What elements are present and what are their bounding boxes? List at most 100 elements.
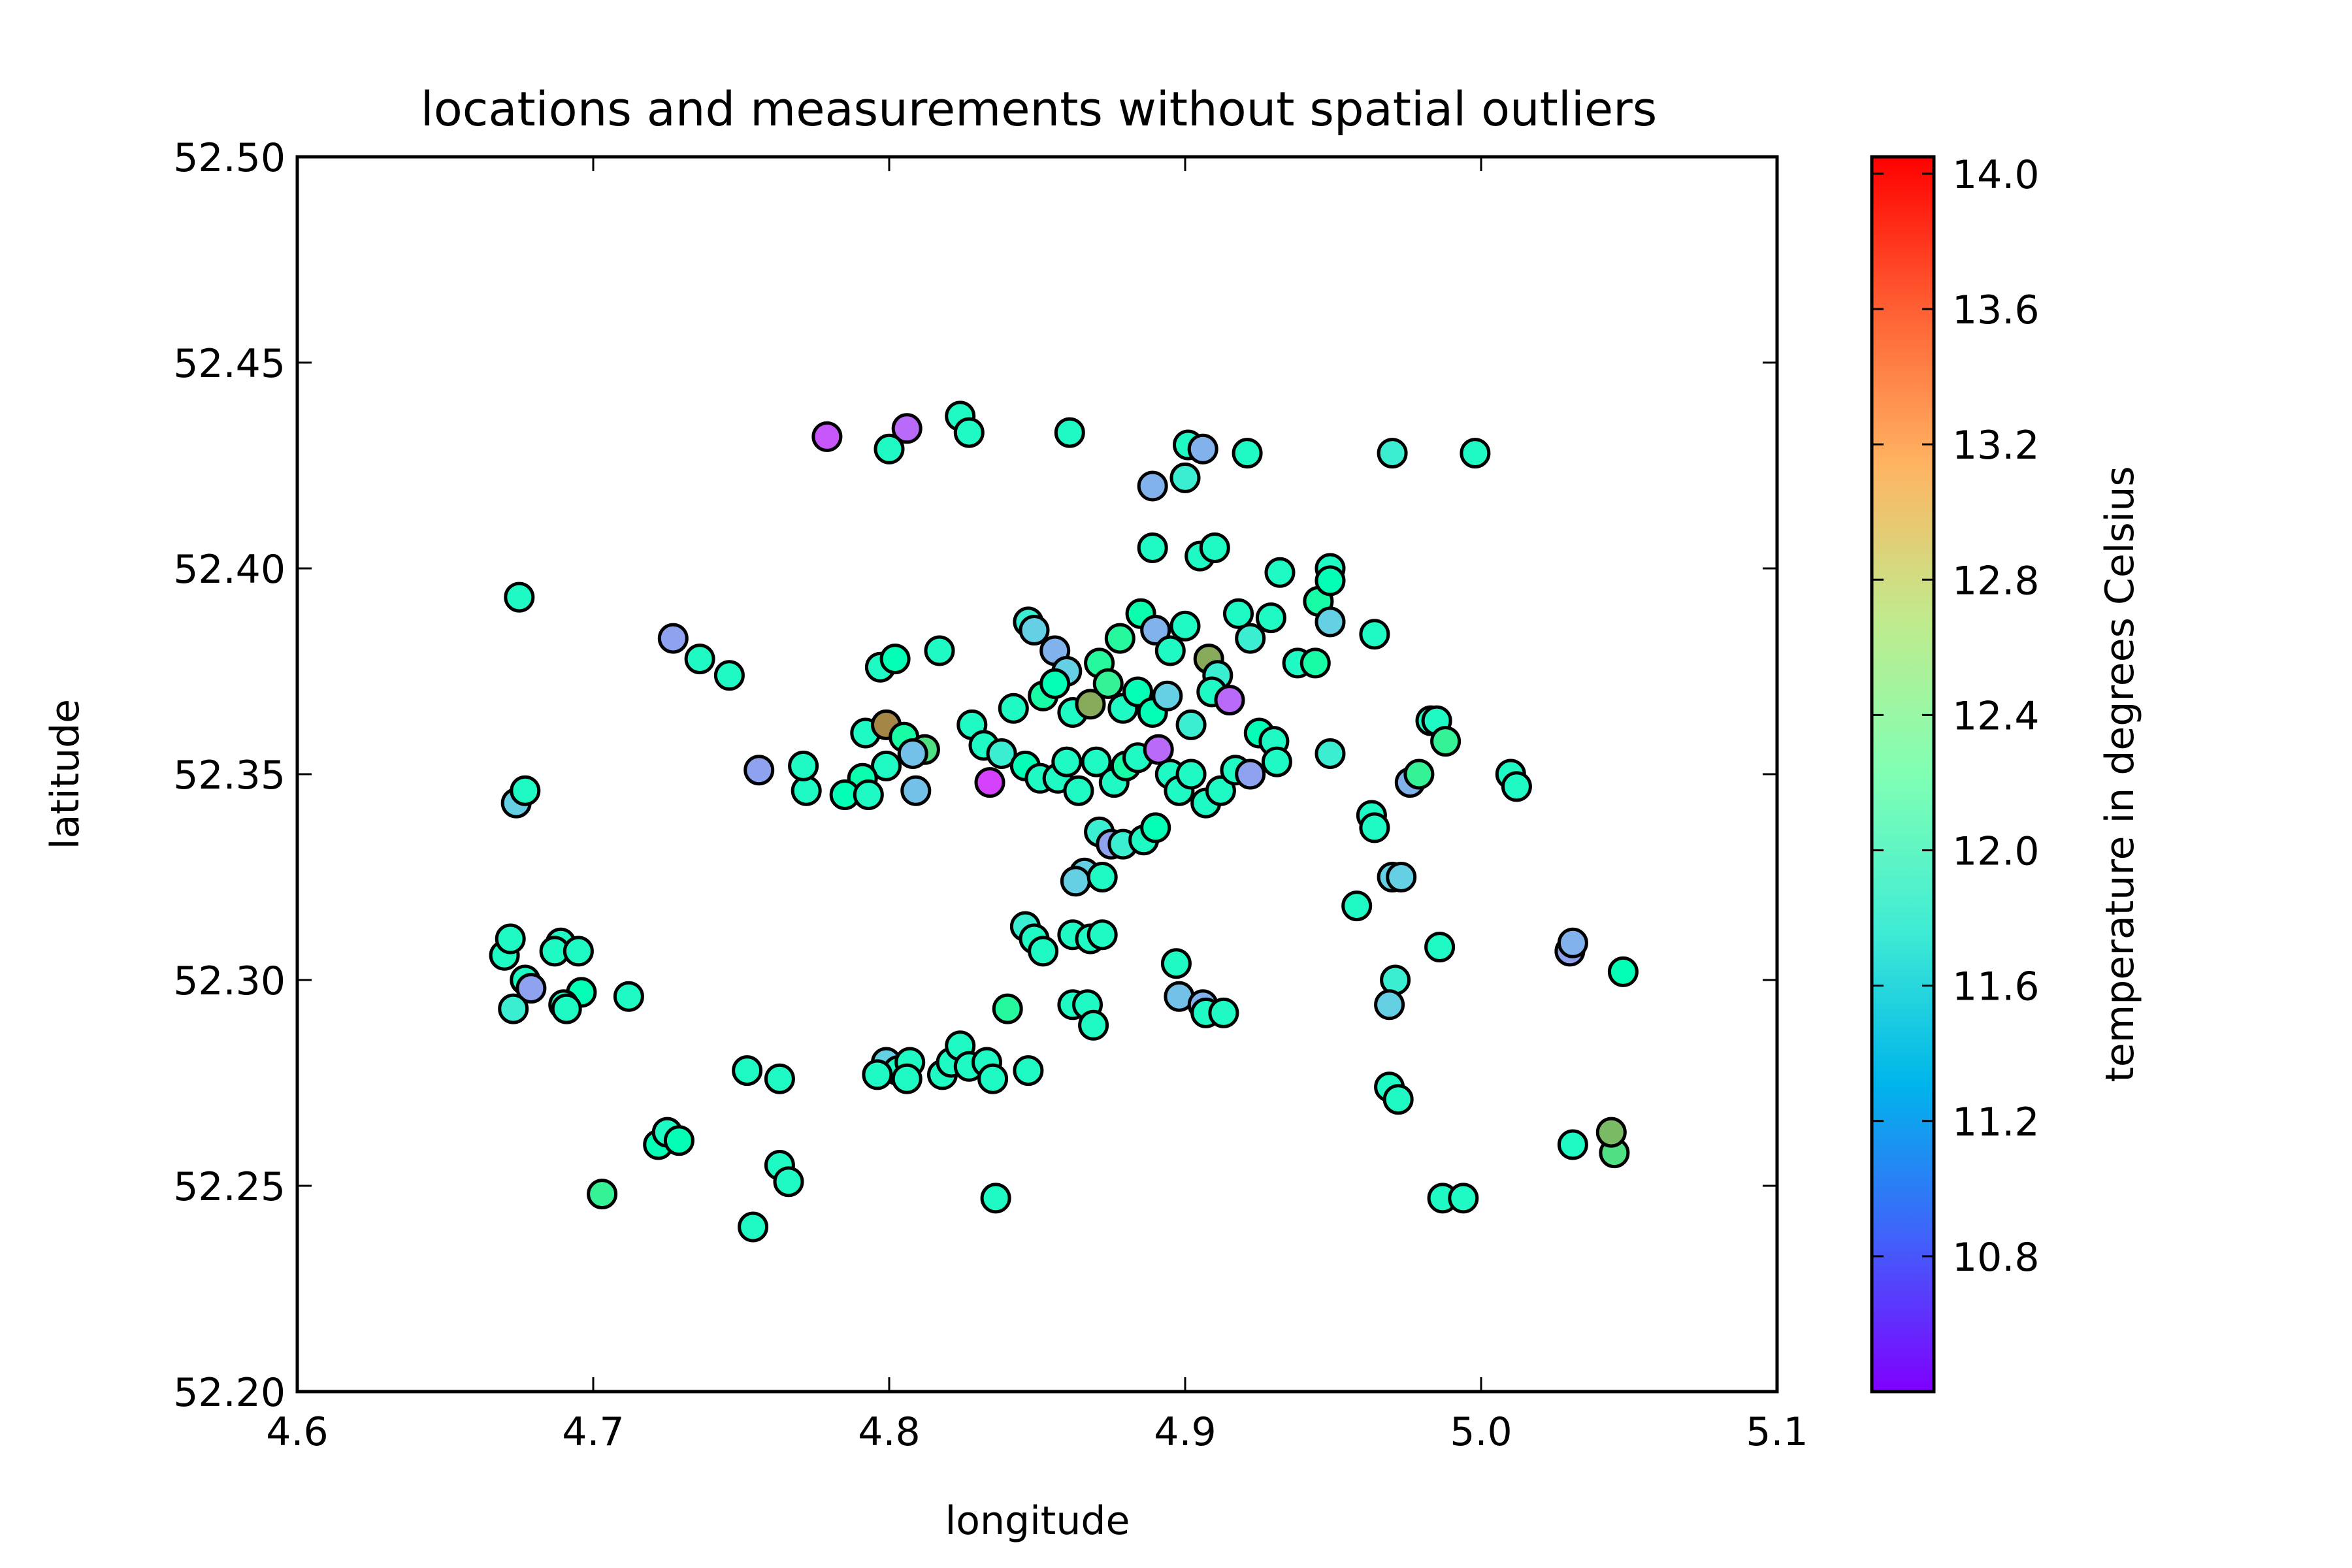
data-point: [1315, 738, 1346, 769]
data-point: [891, 1063, 923, 1094]
data-point: [1341, 890, 1373, 922]
data-point: [657, 623, 689, 654]
data-point: [1359, 812, 1390, 843]
data-point: [1460, 438, 1491, 469]
data-point: [498, 993, 529, 1024]
data-point: [1223, 598, 1254, 629]
data-point: [862, 1059, 893, 1090]
data-point: [663, 1125, 694, 1156]
data-point: [1081, 746, 1112, 777]
data-point: [1092, 668, 1124, 699]
data-point: [1039, 668, 1071, 699]
data-point: [1380, 964, 1411, 996]
y-tick-label: 52.40: [173, 547, 286, 593]
data-points: [489, 400, 1639, 1243]
data-point: [1261, 746, 1292, 777]
x-tick-label: 4.8: [858, 1409, 920, 1455]
data-point: [684, 644, 715, 675]
data-point: [791, 775, 822, 806]
data-point: [1054, 417, 1085, 448]
data-point: [1060, 866, 1091, 897]
data-point: [1205, 775, 1236, 806]
colorbar-tick-label: 11.2: [1952, 1100, 2040, 1145]
y-tick-label: 52.25: [173, 1164, 286, 1210]
colorbar-tick-label: 10.8: [1952, 1235, 2040, 1281]
data-point: [743, 755, 775, 786]
data-point: [1595, 1117, 1627, 1148]
data-point: [998, 693, 1029, 724]
data-point: [587, 1179, 618, 1210]
data-point: [871, 750, 902, 781]
colorbar-ticks: 10.8 11.2 11.6 12.0 12.4 12.8 13.2 13.6 14.0: [1872, 152, 2040, 1281]
data-point: [1137, 532, 1168, 563]
x-axis: 4.6 4.7 4.8 4.9 5.0 5.1: [266, 157, 1808, 1455]
colorbar-tick-label: 11.6: [1952, 964, 2040, 1010]
data-point: [1299, 647, 1331, 679]
data-point: [1078, 1009, 1109, 1041]
data-point: [980, 1183, 1011, 1214]
colorbar: [1870, 155, 1936, 1394]
chart-title: locations and measurements without spati…: [421, 82, 1658, 137]
data-point: [1169, 610, 1201, 642]
data-point: [1607, 956, 1639, 987]
data-point: [1104, 623, 1135, 654]
data-point: [1013, 1055, 1044, 1086]
data-point: [713, 660, 745, 691]
data-point: [1232, 438, 1263, 469]
data-point: [1140, 615, 1171, 645]
data-point: [1169, 462, 1201, 493]
data-point: [974, 767, 1005, 798]
data-point: [1374, 989, 1405, 1021]
data-point: [1075, 689, 1106, 720]
x-axis-label: longitude: [945, 1498, 1130, 1544]
data-point: [1235, 759, 1266, 790]
x-tick-label: 5.0: [1450, 1409, 1512, 1455]
colorbar-tick-label: 12.4: [1952, 693, 2040, 739]
colorbar-tick-label: 12.0: [1952, 829, 2040, 875]
data-point: [1501, 771, 1532, 802]
colorbar-tick-label: 13.6: [1952, 287, 2040, 333]
data-point: [1019, 615, 1050, 645]
data-point: [1086, 862, 1118, 892]
x-tick-label: 4.6: [266, 1409, 328, 1455]
y-tick-label: 52.45: [173, 341, 286, 387]
data-point: [1448, 1183, 1479, 1214]
colorbar-label: temperature in degrees Celsius: [2097, 466, 2143, 1082]
y-tick-label: 52.35: [173, 753, 286, 798]
data-point: [1187, 433, 1218, 465]
data-point: [977, 1063, 1009, 1094]
data-point: [1557, 1129, 1588, 1160]
data-point: [1140, 812, 1171, 843]
data-point: [811, 421, 843, 452]
data-point: [495, 923, 526, 955]
data-point: [891, 413, 923, 444]
data-point: [1235, 623, 1266, 654]
data-point: [1051, 746, 1083, 777]
colorbar-tick-label: 13.2: [1952, 423, 2040, 468]
data-point: [1063, 775, 1094, 806]
data-point: [764, 1063, 795, 1094]
data-point: [879, 644, 911, 675]
y-axis: 52.20 52.25 52.30 52.35 52.40 52.45 52.50: [173, 135, 1777, 1416]
data-point: [1315, 606, 1346, 638]
data-point: [900, 775, 932, 806]
data-point: [1382, 1084, 1414, 1115]
data-point: [924, 635, 955, 666]
data-point: [1424, 932, 1456, 963]
data-point: [1143, 734, 1174, 765]
data-point: [510, 775, 541, 806]
y-axis-label: latitude: [42, 699, 88, 849]
data-point: [1086, 919, 1118, 951]
data-point: [1175, 759, 1207, 790]
data-point: [1386, 862, 1417, 892]
data-point: [1359, 619, 1390, 650]
colorbar-tick-label: 14.0: [1952, 152, 2040, 198]
data-point: [504, 581, 535, 613]
data-point: [1199, 532, 1230, 563]
data-point: [1430, 726, 1462, 757]
data-point: [874, 433, 905, 465]
data-point: [613, 981, 644, 1012]
data-point: [551, 993, 582, 1024]
data-point: [788, 750, 819, 781]
data-point: [1403, 759, 1435, 790]
